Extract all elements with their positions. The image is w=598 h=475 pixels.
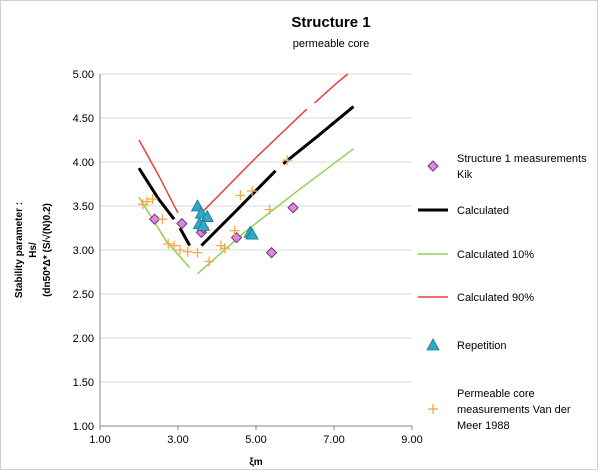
legend-label: Repetition bbox=[457, 340, 507, 352]
x-axis-label: ξm bbox=[249, 457, 262, 468]
data-point-plus bbox=[428, 404, 438, 414]
y-tick-label: 3.50 bbox=[73, 201, 94, 213]
data-point-plus bbox=[235, 190, 246, 201]
series-layer bbox=[137, 73, 355, 275]
data-point-triangle bbox=[245, 227, 259, 240]
chart-subtitle: permeable core bbox=[293, 38, 369, 50]
data-point-plus bbox=[141, 196, 152, 207]
y-tick-label: 1.50 bbox=[73, 377, 94, 389]
data-point-diamond bbox=[427, 160, 439, 172]
data-point-plus bbox=[247, 186, 258, 197]
legend-label: Meer 1988 bbox=[457, 420, 510, 432]
series-4 bbox=[190, 199, 259, 240]
axes: 1.00 1.50 2.00 2.50 3.00 3.50 4.00 4.50 5.00 1.00… bbox=[73, 69, 423, 446]
legend-label: Structure 1 measurements bbox=[457, 153, 587, 165]
y-tick-label: 5.00 bbox=[73, 69, 94, 81]
y-tick-label: 4.00 bbox=[73, 157, 94, 169]
legend-item: Calculated 10% bbox=[418, 249, 534, 261]
data-point-plus bbox=[282, 155, 293, 166]
x-tick-label: 1.00 bbox=[89, 434, 110, 446]
series-5 bbox=[137, 155, 293, 267]
data-point-plus bbox=[192, 247, 203, 258]
y-tick-label: 2.50 bbox=[73, 289, 94, 301]
y-tick-label: 1.00 bbox=[73, 421, 94, 433]
series-line-segment bbox=[313, 73, 349, 104]
data-point-plus bbox=[169, 240, 180, 251]
data-point-diamond bbox=[287, 202, 299, 214]
legend: Structure 1 measurements Kik Calculated Cal… bbox=[418, 153, 587, 432]
series-1 bbox=[137, 105, 355, 247]
y-tick-label: 4.50 bbox=[73, 113, 94, 125]
series-3 bbox=[138, 73, 349, 214]
data-point-plus bbox=[264, 204, 275, 215]
data-point-plus bbox=[182, 246, 193, 257]
data-point-triangle bbox=[200, 209, 214, 222]
x-tick-label: 9.00 bbox=[401, 434, 422, 446]
data-point-plus bbox=[147, 193, 158, 204]
legend-item: Permeable core measurements Van der Meer 1… bbox=[428, 388, 571, 432]
data-point-plus bbox=[219, 243, 230, 254]
axis-labels: ξm Stability parameter : Hs/(dn50*Δ* (S/√(… bbox=[14, 202, 263, 468]
series-line-segment bbox=[138, 139, 179, 214]
data-point-diamond bbox=[176, 217, 188, 230]
data-point-diamond bbox=[265, 246, 278, 259]
x-tick-label: 3.00 bbox=[167, 434, 188, 446]
y-axis-label-line: Stability parameter : bbox=[14, 202, 25, 298]
data-point-triangle bbox=[196, 218, 211, 231]
data-point-triangle bbox=[426, 338, 440, 351]
series-line-segment bbox=[200, 169, 277, 247]
chart-title: Structure 1 bbox=[291, 14, 370, 31]
series-line-segment bbox=[282, 105, 355, 165]
series-line-segment bbox=[200, 108, 308, 214]
y-tick-label: 3.00 bbox=[73, 245, 94, 257]
y-tick-label: 2.00 bbox=[73, 333, 94, 345]
data-point-diamond bbox=[148, 213, 161, 225]
legend-label: measurements Van der bbox=[457, 404, 571, 416]
series-line-segment bbox=[137, 167, 176, 221]
legend-label: Calculated 90% bbox=[457, 292, 534, 304]
legend-item: Calculated 90% bbox=[418, 292, 534, 304]
y-axis-label-line: (dn50*Δ* (S/√(N)0.2) bbox=[42, 203, 53, 297]
x-tick-label: 7.00 bbox=[323, 434, 344, 446]
data-point-plus bbox=[163, 238, 174, 249]
data-point-plus bbox=[229, 225, 240, 236]
legend-label: Calculated bbox=[457, 205, 509, 217]
data-point-plus bbox=[174, 245, 185, 255]
legend-item: Structure 1 measurements Kik bbox=[427, 153, 587, 181]
y-axis-label-line: Hs/ bbox=[28, 242, 39, 258]
legend-item: Repetition bbox=[426, 338, 507, 352]
legend-label: Kik bbox=[457, 169, 473, 181]
legend-item: Calculated bbox=[418, 205, 509, 217]
data-point-plus bbox=[157, 214, 168, 225]
series-line-segment bbox=[178, 227, 192, 247]
data-point-plus bbox=[204, 256, 215, 267]
legend-label: Permeable core bbox=[457, 388, 535, 400]
legend-label: Calculated 10% bbox=[457, 249, 534, 261]
series-line-segment bbox=[138, 196, 191, 269]
x-tick-label: 5.00 bbox=[245, 434, 266, 446]
